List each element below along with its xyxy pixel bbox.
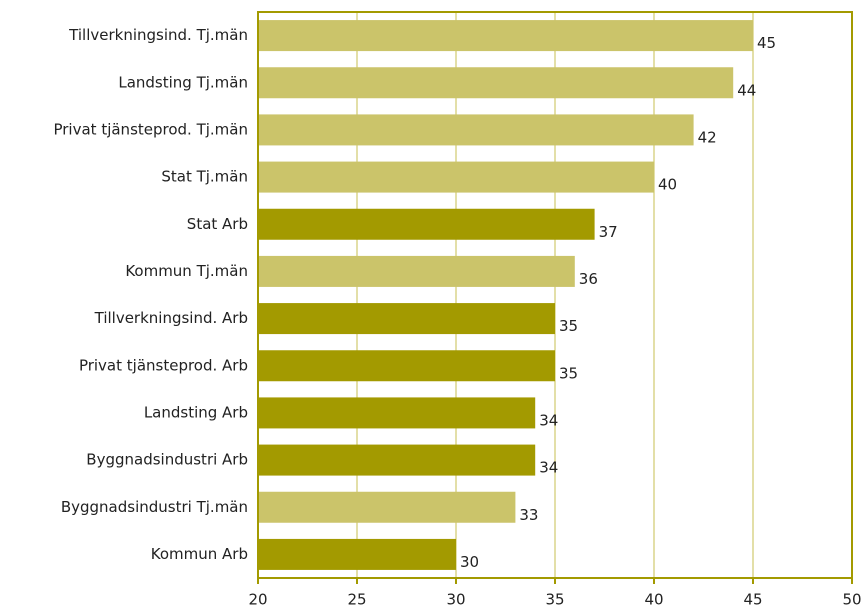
bar [258, 67, 734, 99]
value-label: 30 [460, 553, 479, 571]
x-tick-label: 25 [347, 591, 366, 606]
x-tick-label: 40 [644, 591, 663, 606]
y-tick-label: Byggnadsindustri Tj.män [61, 498, 248, 516]
value-label: 42 [698, 128, 717, 146]
bar [258, 208, 595, 240]
value-label: 35 [559, 364, 578, 382]
bar [258, 20, 753, 52]
value-label: 44 [737, 81, 756, 99]
y-tick-label: Tillverkningsind. Arb [94, 309, 248, 327]
y-tick-label: Stat Arb [187, 215, 248, 233]
bar [258, 114, 694, 146]
value-label: 40 [658, 176, 677, 194]
x-tick-label: 30 [446, 591, 465, 606]
x-tick-label: 20 [248, 591, 267, 606]
bar [258, 444, 536, 476]
value-label: 45 [757, 34, 776, 52]
bar [258, 538, 456, 570]
bar [258, 161, 654, 193]
x-tick-label: 45 [743, 591, 762, 606]
y-tick-label: Privat tjänsteprod. Arb [79, 356, 248, 374]
value-label: 37 [599, 223, 618, 241]
y-tick-label: Stat Tj.män [161, 168, 248, 186]
bar [258, 303, 555, 335]
value-label: 33 [519, 506, 538, 524]
y-tick-label: Byggnadsindustri Arb [86, 451, 248, 469]
y-tick-label: Kommun Tj.män [125, 262, 248, 280]
bar [258, 491, 516, 523]
value-label: 36 [579, 270, 598, 288]
x-tick-label: 50 [842, 591, 861, 606]
bar [258, 397, 536, 429]
y-tick-label: Tillverkningsind. Tj.män [68, 26, 248, 44]
y-tick-label: Landsting Tj.män [118, 73, 248, 91]
y-tick-label: Privat tjänsteprod. Tj.män [53, 120, 248, 138]
value-label: 34 [539, 459, 558, 477]
bar [258, 350, 555, 382]
value-label: 34 [539, 411, 558, 429]
y-tick-label: Kommun Arb [151, 545, 248, 563]
bar [258, 255, 575, 287]
y-tick-label: Landsting Arb [144, 403, 248, 421]
value-label: 35 [559, 317, 578, 335]
x-tick-label: 35 [545, 591, 564, 606]
